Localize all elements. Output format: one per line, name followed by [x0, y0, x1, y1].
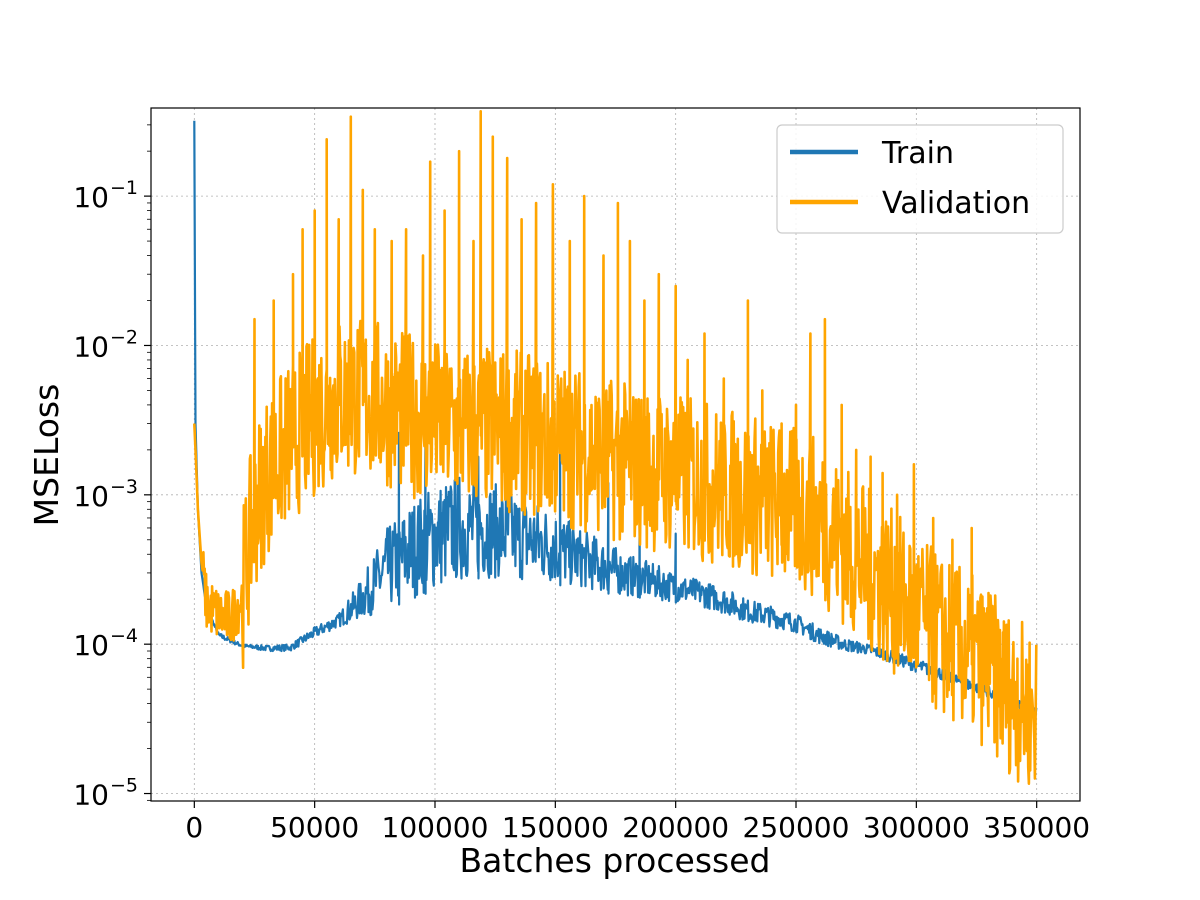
legend: Train Validation: [776, 124, 1064, 234]
y-tick-exponent: −3: [110, 476, 138, 498]
y-tick-labels: 10−110−210−310−410−5: [73, 177, 138, 811]
x-tick-label: 200000: [622, 811, 729, 844]
series-validation-line: [193, 110, 1038, 785]
y-tick-exponent: −2: [110, 326, 138, 348]
y-tick-exponent: −4: [110, 625, 138, 647]
x-tick-label: 50000: [270, 811, 359, 844]
legend-validation-label: Validation: [882, 186, 1030, 221]
y-tick-exponent: −1: [110, 177, 138, 199]
x-tick-label: 0: [185, 811, 203, 844]
plot-frame: [150, 107, 1081, 802]
y-tick-exponent: −5: [110, 775, 138, 797]
x-tick-label: 150000: [502, 811, 609, 844]
x-tick-label: 250000: [743, 811, 850, 844]
axis-ticks: [144, 124, 1038, 808]
x-tick-label: 300000: [863, 811, 970, 844]
y-tick-label: 10: [73, 779, 109, 812]
series-area: [193, 110, 1038, 785]
x-tick-label: 350000: [983, 811, 1090, 844]
y-tick-label: 10: [73, 181, 109, 214]
legend-train-label: Train: [881, 136, 954, 171]
x-tick-labels: 0 50000 100000 150000 200000 250000 300000 3500…: [185, 811, 1090, 844]
x-tick-label: 100000: [382, 811, 489, 844]
y-tick-label: 10: [73, 480, 109, 513]
x-axis-label: Batches processed: [460, 841, 771, 880]
y-tick-label: 10: [73, 629, 109, 662]
y-axis-label: MSELoss: [27, 384, 66, 527]
y-tick-label: 10: [73, 330, 109, 363]
